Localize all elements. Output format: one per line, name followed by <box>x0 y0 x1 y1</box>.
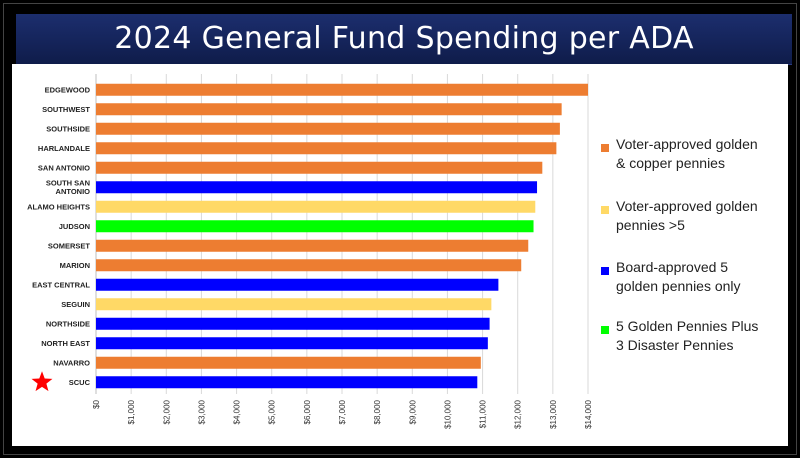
bar-marion <box>96 259 522 272</box>
bar-san-antonio <box>96 161 543 174</box>
x-tick-label: $10,000 <box>443 399 452 428</box>
x-tick-label: $3,000 <box>197 399 206 424</box>
legend-label-golden-copper: Voter-approved golden & copper pennies <box>616 136 758 171</box>
x-tick-label: $6,000 <box>303 399 312 424</box>
category-label: MARION <box>60 261 90 270</box>
x-tick-label: $14,000 <box>584 399 593 428</box>
category-labels: EDGEWOOD SOUTHWEST SOUTHSIDE HARLANDALE SAN … <box>27 85 91 387</box>
x-tick-labels: $0 $1,000 $2,000 $3,000 $4,000 $5,000 $6,000 $7… <box>92 399 593 428</box>
x-tick-label: $13,000 <box>549 399 558 428</box>
x-tick-label: $9,000 <box>408 399 417 424</box>
x-tick-label: $4,000 <box>233 399 242 424</box>
category-label: NORTHSIDE <box>46 319 90 328</box>
legend-label-disaster-pennies: 5 Golden Pennies Plus 3 Disaster Pennies <box>616 318 759 353</box>
x-tick-label: $2,000 <box>162 399 171 424</box>
x-tick-label: $7,000 <box>338 399 347 424</box>
bar-navarro <box>96 356 481 369</box>
bar-alamo-heights <box>96 200 536 213</box>
category-label: SOUTHSIDE <box>46 124 90 133</box>
x-tick-label: $8,000 <box>373 399 382 424</box>
bar-somerset <box>96 239 529 252</box>
bar-southwest <box>96 103 562 116</box>
highlight-layer <box>31 371 53 392</box>
bar-seguin <box>96 298 492 311</box>
star-icon <box>31 371 53 392</box>
title-bar: 2024 General Fund Spending per ADA <box>16 14 792 65</box>
legend-swatch-golden-copper <box>601 144 609 152</box>
legend-label-golden-over-5: Voter-approved golden pennies >5 <box>616 198 758 233</box>
category-label: JUDSON <box>59 222 90 231</box>
bar-east-central <box>96 278 499 291</box>
x-tick-label: $0 <box>92 399 101 408</box>
bar-southside <box>96 122 560 135</box>
legend-label-board-approved: Board-approved 5 golden pennies only <box>616 259 741 294</box>
category-label: SOMERSET <box>48 241 91 250</box>
legend-swatch-board-approved <box>601 267 609 275</box>
x-tick-label: $5,000 <box>268 399 277 424</box>
slide-title: 2024 General Fund Spending per ADA <box>114 21 694 56</box>
category-label: HARLANDALE <box>38 144 90 153</box>
category-label: EAST CENTRAL <box>32 280 90 289</box>
category-label: SAN ANTONIO <box>38 163 90 172</box>
x-tick-label: $12,000 <box>514 399 523 428</box>
bar-judson <box>96 220 534 233</box>
category-label: SCUC <box>69 378 91 387</box>
category-label: NORTH EAST <box>41 339 90 348</box>
category-label: EDGEWOOD <box>45 85 91 94</box>
category-label: ALAMO HEIGHTS <box>27 202 90 211</box>
bar-scuc <box>96 376 478 389</box>
category-label: SEGUIN <box>61 300 90 309</box>
legend-swatch-disaster-pennies <box>601 326 609 334</box>
x-tick-label: $11,000 <box>479 399 488 428</box>
bar-northside <box>96 317 490 330</box>
category-label: SOUTHWEST <box>42 105 90 114</box>
bar-north-east <box>96 337 488 350</box>
bar-edgewood <box>96 83 588 96</box>
x-tick-label: $1,000 <box>127 399 136 424</box>
bar-layer <box>96 83 588 389</box>
chart-panel: EDGEWOOD SOUTHWEST SOUTHSIDE HARLANDALE SAN … <box>12 64 788 446</box>
bar-south-san-antonio <box>96 181 538 194</box>
category-label: SOUTH SAN ANTONIO <box>46 178 90 196</box>
bar-harlandale <box>96 142 557 155</box>
legend-swatch-golden-over-5 <box>601 206 609 214</box>
bar-chart: EDGEWOOD SOUTHWEST SOUTHSIDE HARLANDALE SAN … <box>27 74 593 429</box>
category-label: NAVARRO <box>53 358 90 367</box>
